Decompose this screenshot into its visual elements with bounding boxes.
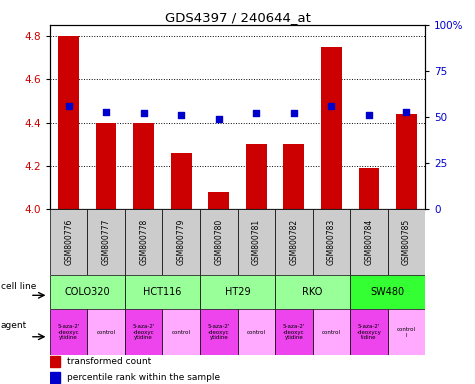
Point [290, 110, 297, 116]
Bar [284, 144, 304, 209]
Text: COLO320: COLO320 [65, 287, 110, 297]
Text: SW480: SW480 [370, 287, 405, 297]
Text: GSM800785: GSM800785 [402, 219, 411, 265]
Bar [96, 122, 116, 209]
Text: control: control [97, 329, 116, 335]
Bar [313, 309, 350, 355]
Bar [125, 309, 162, 355]
Bar [200, 275, 275, 309]
Bar [200, 309, 238, 355]
Point [365, 112, 372, 118]
Text: GSM800781: GSM800781 [252, 219, 261, 265]
Bar [50, 356, 60, 367]
Text: control: control [172, 329, 191, 335]
Bar [50, 372, 60, 382]
Bar [125, 275, 200, 309]
Bar [350, 209, 388, 275]
Bar [321, 46, 342, 209]
Text: 5-aza-2'
-deoxyc
ytidine: 5-aza-2' -deoxyc ytidine [208, 324, 230, 341]
Bar [162, 209, 200, 275]
Text: control
l: control l [397, 327, 416, 338]
Bar [275, 209, 313, 275]
Text: 5-aza-2'
-deoxyc
ytidine: 5-aza-2' -deoxyc ytidine [133, 324, 155, 341]
Bar [125, 209, 162, 275]
Text: RKO: RKO [303, 287, 323, 297]
Text: GSM800783: GSM800783 [327, 219, 336, 265]
Text: GSM800784: GSM800784 [364, 219, 373, 265]
Point [177, 112, 185, 118]
Text: GSM800782: GSM800782 [289, 219, 298, 265]
Text: HT29: HT29 [225, 287, 250, 297]
Text: GSM800778: GSM800778 [139, 219, 148, 265]
Point [140, 110, 147, 116]
Text: HCT116: HCT116 [143, 287, 181, 297]
Point [253, 110, 260, 116]
Bar [350, 275, 425, 309]
Bar [313, 209, 350, 275]
Text: percentile rank within the sample: percentile rank within the sample [67, 372, 220, 382]
Bar [200, 209, 238, 275]
Bar [238, 309, 275, 355]
Text: GSM800780: GSM800780 [214, 219, 223, 265]
Text: GSM800776: GSM800776 [64, 219, 73, 265]
Bar [87, 309, 125, 355]
Text: GSM800777: GSM800777 [102, 219, 111, 265]
Bar [162, 309, 200, 355]
Text: 5-aza-2'
-deoxyc
ytidine: 5-aza-2' -deoxyc ytidine [283, 324, 305, 341]
Bar [50, 275, 125, 309]
Text: control: control [247, 329, 266, 335]
Bar [350, 309, 388, 355]
Point [328, 103, 335, 109]
Point [402, 109, 410, 115]
Bar [396, 114, 417, 209]
Bar [171, 153, 191, 209]
Bar [209, 192, 229, 209]
Text: GSM800779: GSM800779 [177, 219, 186, 265]
Bar [133, 122, 154, 209]
Text: control: control [322, 329, 341, 335]
Bar [50, 209, 87, 275]
Text: 5-aza-2'
-deoxycy
tidine: 5-aza-2' -deoxycy tidine [356, 324, 381, 341]
Bar [238, 209, 275, 275]
Text: 5-aza-2'
-deoxyc
ytidine: 5-aza-2' -deoxyc ytidine [57, 324, 80, 341]
Bar [359, 168, 379, 209]
Bar [87, 209, 125, 275]
Bar [275, 309, 313, 355]
Point [65, 103, 72, 109]
Bar [275, 275, 350, 309]
Text: agent: agent [1, 321, 27, 330]
Text: cell line: cell line [1, 282, 37, 291]
Title: GDS4397 / 240644_at: GDS4397 / 240644_at [164, 11, 311, 24]
Point [102, 109, 110, 115]
Text: transformed count: transformed count [67, 358, 151, 366]
Bar [388, 209, 425, 275]
Point [215, 116, 222, 122]
Bar [58, 36, 79, 209]
Bar [50, 309, 87, 355]
Bar [388, 309, 425, 355]
Bar [246, 144, 266, 209]
